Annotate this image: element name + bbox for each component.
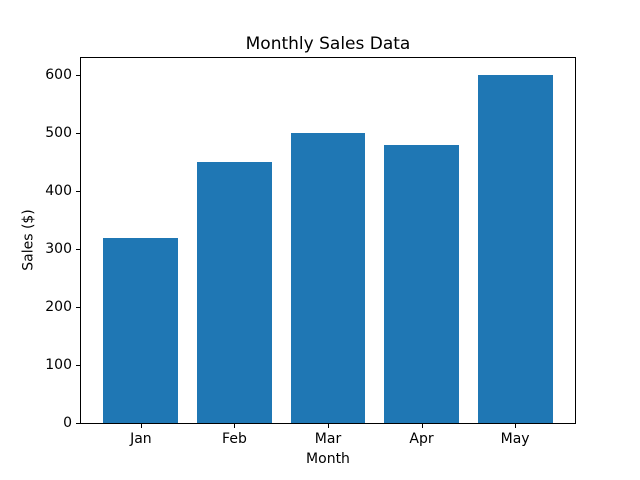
y-tick-label: 400: [45, 183, 72, 200]
y-axis-label: Sales ($): [20, 209, 37, 271]
x-tick-mark: [328, 424, 329, 428]
chart-title: Monthly Sales Data: [245, 34, 411, 54]
x-tick-label: Feb: [222, 431, 247, 447]
x-axis-label: Month: [306, 451, 350, 467]
y-tick-mark: [76, 132, 80, 134]
y-tick-label: 200: [45, 299, 72, 316]
y-tick-mark: [76, 422, 80, 424]
y-tick-mark: [76, 364, 80, 366]
y-tick-label: 600: [45, 67, 72, 84]
bar-apr: [384, 144, 459, 423]
x-tick-label: Mar: [314, 431, 342, 447]
x-tick-label: Jan: [130, 431, 152, 447]
bar-may: [477, 75, 553, 423]
y-tick-label: 500: [45, 125, 72, 142]
bar-jan: [103, 237, 179, 423]
y-tick-mark: [76, 306, 80, 308]
bar-feb: [197, 162, 272, 423]
x-tick-label: May: [500, 431, 530, 447]
x-tick-mark: [515, 424, 517, 428]
y-tick-label: 0: [63, 415, 72, 431]
y-tick-mark: [76, 74, 80, 76]
x-tick-label: Apr: [409, 431, 434, 447]
y-tick-label: 300: [45, 241, 72, 258]
bar-mar: [290, 133, 366, 423]
plot-area: Jan Feb Mar Apr May 0 100 200 300 400 500 600: [45, 57, 576, 446]
x-tick-mark: [421, 424, 423, 428]
y-tick-mark: [76, 248, 80, 250]
x-tick-mark: [234, 424, 236, 428]
y-tick-mark: [76, 190, 80, 192]
y-tick-label: 100: [45, 357, 72, 374]
x-tick-mark: [140, 424, 142, 428]
